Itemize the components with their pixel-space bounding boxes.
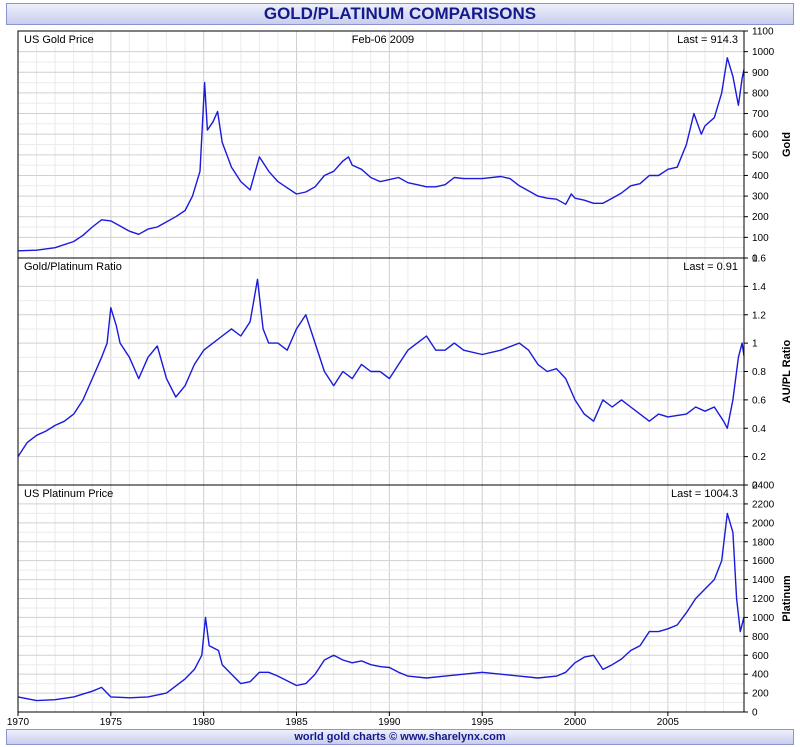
y-axis-label: AU/PL Ratio <box>781 340 793 404</box>
x-tick-label: 1980 <box>193 717 216 728</box>
y-tick-label: 800 <box>752 632 769 643</box>
x-tick-label: 1995 <box>471 717 494 728</box>
y-axis-label: Gold <box>781 132 793 157</box>
y-tick-label: 1000 <box>752 613 775 624</box>
y-tick-label: 1200 <box>752 594 775 605</box>
y-tick-label: 1400 <box>752 575 775 586</box>
date-label: Feb-06 2009 <box>352 34 414 46</box>
y-tick-label: 2400 <box>752 481 775 492</box>
y-tick-label: 600 <box>752 651 769 662</box>
y-tick-label: 800 <box>752 88 769 99</box>
y-tick-label: 300 <box>752 192 769 203</box>
last-value-label: Last = 914.3 <box>677 34 738 46</box>
panel-title: US Platinum Price <box>24 488 113 500</box>
series-line <box>17 57 745 252</box>
y-tick-label: 0 <box>752 481 758 492</box>
y-tick-label: 0.2 <box>752 452 766 463</box>
series-line <box>17 512 745 702</box>
x-tick-label: 1985 <box>285 717 308 728</box>
y-tick-label: 2200 <box>752 499 775 510</box>
y-tick-label: 1100 <box>752 27 774 38</box>
x-tick-label: 2000 <box>564 717 587 728</box>
x-tick-label: 1970 <box>7 717 30 728</box>
panel-title: Gold/Platinum Ratio <box>24 261 122 273</box>
last-value-label: Last = 0.91 <box>683 261 738 273</box>
y-tick-label: 1 <box>752 339 758 350</box>
x-tick-label: 1990 <box>378 717 401 728</box>
y-tick-label: 0 <box>752 708 758 719</box>
y-tick-label: 200 <box>752 212 769 223</box>
y-tick-label: 700 <box>752 109 769 120</box>
x-tick-label: 1975 <box>100 717 123 728</box>
y-tick-label: 1000 <box>752 47 775 58</box>
y-tick-label: 400 <box>752 670 769 681</box>
chart-title: GOLD/PLATINUM COMPARISONS <box>6 3 794 25</box>
y-axis-label: Platinum <box>781 575 793 622</box>
y-tick-label: 0.6 <box>752 395 766 406</box>
y-tick-label: 1.4 <box>752 282 766 293</box>
y-tick-label: 200 <box>752 689 769 700</box>
panel-frame <box>17 484 745 713</box>
footer-credit: world gold charts © www.sharelynx.com <box>6 729 794 745</box>
y-tick-label: 500 <box>752 150 769 161</box>
y-tick-label: 1.6 <box>752 254 766 265</box>
y-tick-label: 0.8 <box>752 367 766 378</box>
panel-title: US Gold Price <box>24 34 94 46</box>
y-tick-label: 100 <box>752 233 769 244</box>
y-tick-label: 900 <box>752 68 769 79</box>
y-tick-label: 1600 <box>752 556 775 567</box>
y-tick-label: 1.2 <box>752 310 766 321</box>
series-line <box>17 278 745 457</box>
y-tick-label: 0 <box>752 254 758 265</box>
x-tick-label: 2005 <box>657 717 680 728</box>
y-tick-label: 2000 <box>752 518 775 529</box>
y-tick-label: 0.4 <box>752 424 766 435</box>
y-tick-label: 1800 <box>752 537 775 548</box>
y-tick-label: 600 <box>752 130 769 141</box>
y-tick-label: 400 <box>752 171 769 182</box>
last-value-label: Last = 1004.3 <box>671 488 738 500</box>
